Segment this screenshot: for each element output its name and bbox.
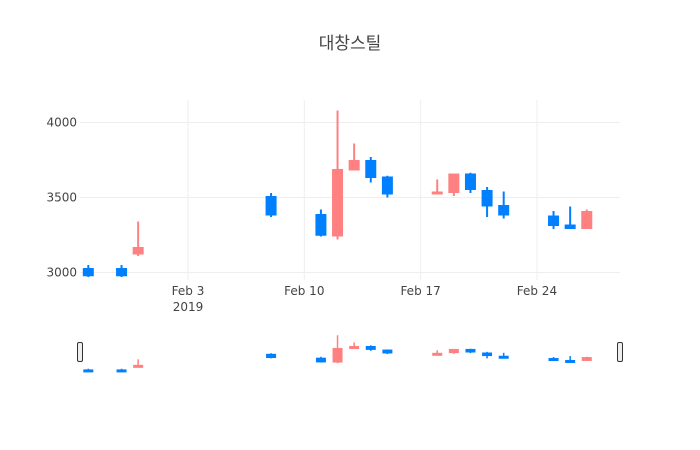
y-tick-label: 3500 [46, 191, 77, 205]
candle-body[interactable] [381, 176, 393, 195]
slider-candle-body [498, 355, 509, 359]
candle[interactable] [332, 110, 344, 240]
candle[interactable] [564, 206, 576, 230]
candle-body[interactable] [564, 224, 576, 230]
candle[interactable] [82, 265, 94, 277]
candle[interactable] [265, 193, 277, 217]
range-slider-right-handle[interactable] [617, 342, 623, 362]
grid-lines [80, 100, 620, 280]
candle[interactable] [464, 172, 476, 193]
candle-body[interactable] [132, 247, 144, 255]
candle-body[interactable] [581, 211, 593, 229]
slider-candle-body [365, 346, 376, 350]
slider-candle [482, 351, 493, 359]
x-tick-sublabel: 2019 [173, 300, 204, 314]
slider-candle [365, 345, 376, 351]
candle[interactable] [132, 221, 144, 257]
candle-body[interactable] [448, 173, 460, 194]
slider-candle-body [448, 348, 459, 354]
slider-candle [465, 348, 476, 354]
slider-candle-body [581, 357, 592, 361]
slider-candle [332, 335, 343, 364]
x-tick-label: Feb 17 [400, 284, 440, 298]
slider-candle [548, 357, 559, 362]
candle[interactable] [315, 209, 327, 237]
x-tick-label: Feb 10 [284, 284, 324, 298]
slider-candle-body [83, 369, 94, 373]
candle-body[interactable] [82, 268, 94, 277]
slider-candle-body [332, 347, 343, 363]
axis-labels: 3000 3500 4000 Feb 3 2019 Feb 10 Feb 17 Feb 24 [46, 116, 557, 315]
slider-candle-body [349, 346, 360, 349]
candle[interactable] [448, 173, 460, 197]
candle[interactable] [498, 191, 510, 219]
y-tick-label: 3000 [46, 266, 77, 280]
slider-candle [315, 356, 326, 363]
candle-body[interactable] [365, 160, 377, 178]
slider-candle [349, 342, 360, 349]
slider-candle [581, 356, 592, 361]
x-tick-label: Feb 3 [172, 284, 205, 298]
candle[interactable] [431, 179, 443, 195]
slider-candle-body [482, 352, 493, 357]
candle[interactable] [348, 143, 360, 171]
slider-candle [498, 352, 509, 359]
slider-candle [432, 350, 443, 356]
candles[interactable] [82, 110, 593, 278]
chart-title: 대창스틸 [319, 34, 382, 54]
candle-body[interactable] [265, 196, 277, 216]
candle-body[interactable] [431, 191, 443, 195]
slider-candle-body [266, 353, 277, 359]
slider-candle-body [548, 358, 559, 362]
range-slider-left-handle[interactable] [77, 342, 83, 362]
slider-candle [382, 349, 393, 355]
candle[interactable] [581, 209, 593, 230]
range-slider[interactable] [77, 335, 623, 373]
candle[interactable] [381, 175, 393, 198]
slider-candle [565, 356, 576, 363]
slider-candle [133, 359, 144, 368]
candle[interactable] [365, 157, 377, 183]
slider-candle [448, 348, 459, 354]
candle-body[interactable] [548, 215, 560, 227]
slider-candle [266, 353, 277, 359]
slider-candle-body [382, 349, 393, 354]
candle-body[interactable] [315, 214, 327, 236]
slider-candle-body [315, 357, 326, 363]
candle-body[interactable] [464, 173, 476, 191]
x-tick-label: Feb 24 [517, 284, 557, 298]
candle-body[interactable] [481, 190, 493, 207]
candle[interactable] [481, 187, 493, 217]
candle-body[interactable] [332, 169, 344, 237]
candle[interactable] [116, 265, 128, 277]
slider-candle-body [565, 359, 576, 363]
slider-candle-body [432, 352, 443, 356]
slider-candle-body [465, 348, 476, 353]
y-tick-label: 4000 [46, 116, 77, 130]
candle-body[interactable] [348, 160, 360, 171]
slider-candle [116, 368, 127, 373]
slider-candle [83, 368, 94, 373]
candle-body[interactable] [116, 268, 128, 277]
candle-body[interactable] [498, 205, 510, 216]
slider-candle-body [133, 364, 144, 368]
candle[interactable] [548, 211, 560, 229]
slider-candle-body [116, 369, 127, 373]
